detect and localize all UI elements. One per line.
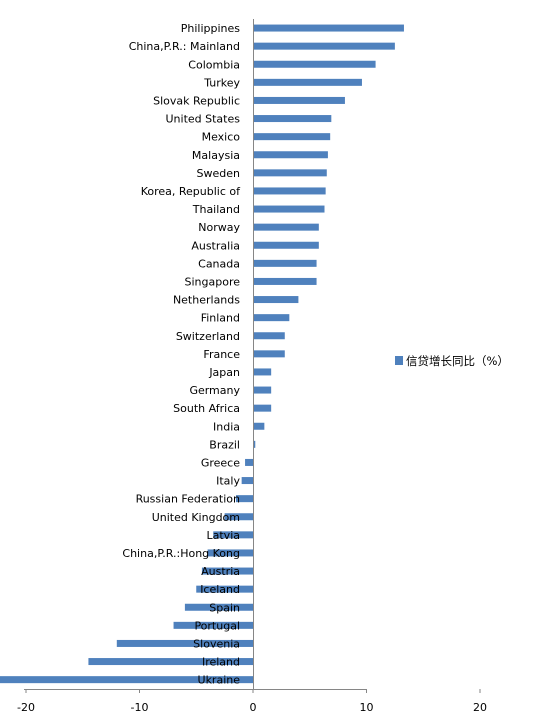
category-label: Philippines [181,22,241,35]
bar [245,458,253,466]
bar [253,24,404,32]
category-label: Slovenia [193,637,240,650]
category-label: France [203,348,240,361]
x-tick-label: 20 [473,701,487,714]
bar [253,277,317,285]
bar [253,296,299,304]
bars-group [0,24,404,684]
category-label: Mexico [202,131,241,144]
bar [201,567,253,575]
category-label: Thailand [192,203,240,216]
category-label: Ukraine [198,674,241,687]
bar [116,639,253,647]
bar [253,314,290,322]
bar [253,60,376,68]
x-tick-label: 0 [250,701,257,714]
bar [253,332,285,340]
bar [253,368,272,376]
category-label: Netherlands [173,294,240,307]
category-label: Slovak Republic [153,94,240,107]
bar [196,585,253,593]
bar [253,78,362,86]
category-label: Singapore [185,275,241,288]
category-label: Colombia [188,58,240,71]
bar [253,404,272,412]
bar [213,531,253,539]
bar [253,205,325,213]
category-label: Finland [201,312,240,325]
bar [253,187,326,195]
category-label: Ireland [202,656,240,669]
bar [207,549,253,557]
bar [173,621,253,629]
category-label: Japan [208,366,240,379]
bar [253,96,345,104]
category-label: South Africa [173,402,240,415]
bar [253,151,328,159]
x-tick-label: 10 [360,701,374,714]
category-label: India [213,420,240,433]
x-tick-label: -20 [17,701,35,714]
bar [253,223,319,231]
bar [241,477,253,485]
category-label: Malaysia [192,149,240,162]
category-label: Austria [201,565,240,578]
category-label: Portugal [194,619,240,632]
x-tick-label: -10 [131,701,149,714]
legend-swatch [395,356,403,365]
category-label: Russian Federation [136,493,240,506]
category-label: Germany [189,384,240,397]
bar [253,42,395,50]
category-label: Switzerland [176,330,240,343]
bar [253,115,332,123]
legend-label: 信贷增长同比（%） [406,354,509,368]
category-label: United Kingdom [152,511,240,524]
category-label: Australia [191,239,240,252]
category-label: Latvia [207,529,241,542]
bar [253,241,319,249]
category-label: Italy [216,475,240,488]
bar [253,350,285,358]
bar [253,169,327,177]
category-label: Sweden [197,167,240,180]
category-label: Iceland [200,583,240,596]
category-label: Greece [201,456,240,469]
category-label: Brazil [209,438,240,451]
bar [253,440,256,448]
bar [224,513,253,521]
category-label: China,P.R.: Mainland [129,40,240,53]
bar [0,676,254,684]
bar [88,658,253,666]
legend: 信贷增长同比（%） [395,354,509,368]
bar [184,603,253,611]
category-label: Korea, Republic of [141,185,241,198]
category-labels: Philippines China,P.R.: Mainland Colombia T… [122,22,241,687]
bar [253,259,317,267]
category-label: United States [166,113,241,126]
category-label: Turkey [203,76,240,89]
category-label: Norway [198,221,240,234]
category-label: Spain [209,601,240,614]
category-label: Canada [198,257,240,270]
category-label: China,P.R.:Hong Kong [122,547,240,560]
bar [253,386,272,394]
bar [235,495,253,503]
bar [253,422,265,430]
bar [253,133,331,141]
